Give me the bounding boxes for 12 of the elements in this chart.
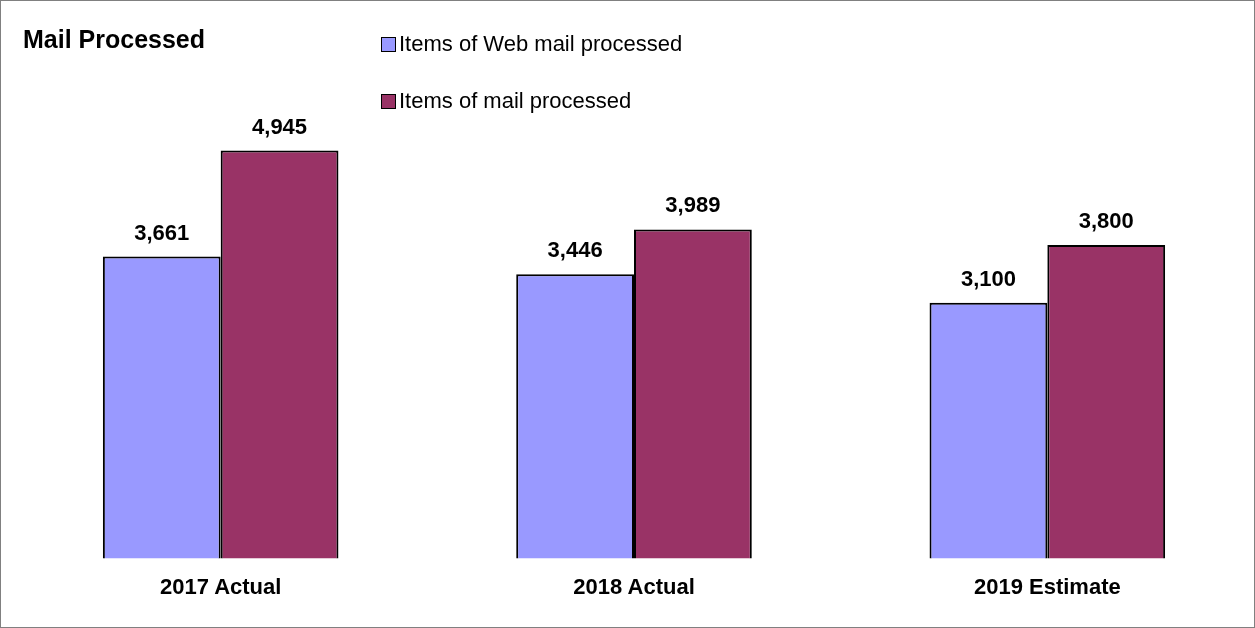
x-tick-label: 2018 Actual <box>573 573 695 599</box>
data-label: 3,100 <box>960 265 1016 291</box>
legend-label: Items of mail processed <box>399 88 632 114</box>
data-label: 3,800 <box>1078 208 1134 234</box>
data-label: 3,661 <box>134 219 190 245</box>
x-tick-label: 2019 Estimate <box>973 573 1121 599</box>
data-label: 3,446 <box>547 237 603 263</box>
chart-title: Mail Processed <box>23 25 206 54</box>
data-label: 4,945 <box>252 113 308 139</box>
x-tick-label: 2017 Actual <box>159 573 282 599</box>
data-label: 3,989 <box>665 192 721 218</box>
legend-label: Items of Web mail processed <box>399 31 683 57</box>
